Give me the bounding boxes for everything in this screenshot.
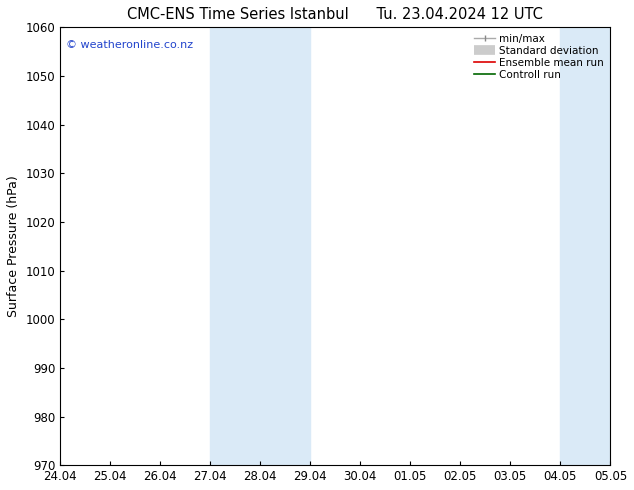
Legend: min/max, Standard deviation, Ensemble mean run, Controll run: min/max, Standard deviation, Ensemble me…	[471, 30, 607, 83]
Text: © weatheronline.co.nz: © weatheronline.co.nz	[65, 40, 193, 50]
Y-axis label: Surface Pressure (hPa): Surface Pressure (hPa)	[7, 175, 20, 317]
Bar	[560, 27, 634, 465]
Bar	[210, 27, 310, 465]
Title: CMC-ENS Time Series Istanbul      Tu. 23.04.2024 12 UTC: CMC-ENS Time Series Istanbul Tu. 23.04.2…	[127, 7, 543, 22]
